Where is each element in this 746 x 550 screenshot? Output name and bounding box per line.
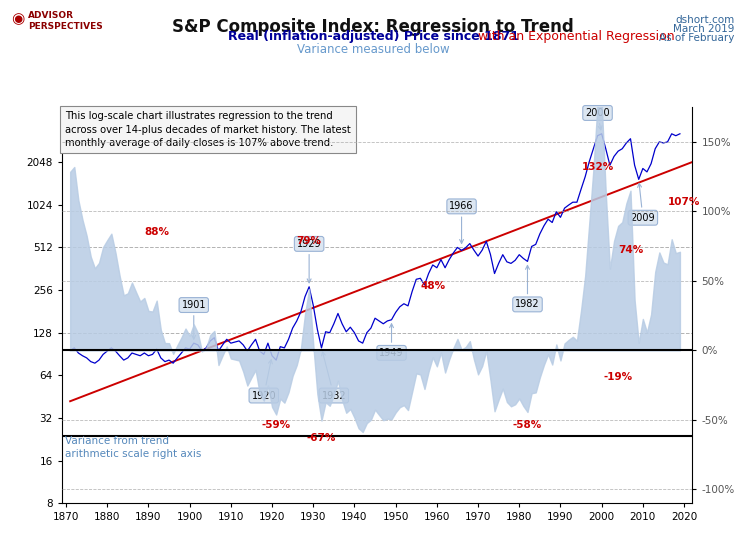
Text: 132%: 132% (581, 162, 614, 172)
Text: S&P Composite Index: Regression to Trend: S&P Composite Index: Regression to Trend (172, 18, 574, 36)
Text: Real (inflation-adjusted) Price since 1871: Real (inflation-adjusted) Price since 18… (228, 30, 518, 43)
Text: 1920: 1920 (251, 360, 276, 400)
Text: 1901: 1901 (181, 300, 206, 339)
Text: -58%: -58% (513, 420, 542, 431)
Text: -67%: -67% (307, 433, 336, 443)
Text: 1966: 1966 (449, 201, 474, 244)
Text: with an Exponential Regression: with an Exponential Regression (474, 30, 674, 43)
Text: 2009: 2009 (630, 183, 655, 223)
Text: This log-scale chart illustrates regression to the trend
across over 14-plus dec: This log-scale chart illustrates regress… (65, 111, 351, 148)
Text: 1929: 1929 (297, 239, 322, 283)
Text: Variance measured below: Variance measured below (297, 43, 449, 56)
Text: As of February: As of February (659, 33, 735, 43)
Text: dshort.com: dshort.com (676, 15, 735, 25)
Text: -19%: -19% (604, 372, 633, 382)
Text: 74%: 74% (618, 245, 643, 255)
Text: Variance from trend
arithmetic scale right axis: Variance from trend arithmetic scale rig… (65, 436, 201, 459)
Text: 1982: 1982 (515, 266, 540, 310)
Text: 1932: 1932 (322, 352, 346, 400)
Text: 107%: 107% (668, 197, 700, 207)
Text: ◉: ◉ (11, 11, 25, 26)
Text: 79%: 79% (297, 235, 322, 246)
Text: ADVISOR
PERSPECTIVES: ADVISOR PERSPECTIVES (28, 11, 103, 31)
Text: -59%: -59% (262, 420, 291, 431)
Text: 2000: 2000 (585, 108, 609, 130)
Text: March 2019: March 2019 (674, 24, 735, 34)
Text: 88%: 88% (144, 227, 169, 237)
Text: 48%: 48% (420, 282, 445, 292)
Text: 1949: 1949 (379, 324, 404, 358)
